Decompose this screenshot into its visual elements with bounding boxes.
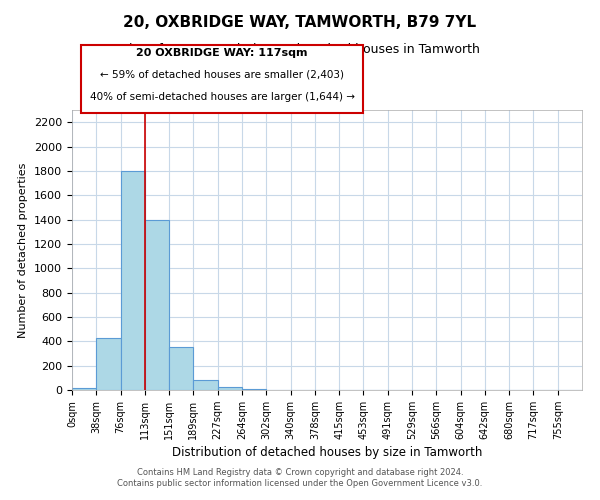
- Bar: [193, 380, 218, 390]
- Text: Size of property relative to detached houses in Tamworth: Size of property relative to detached ho…: [121, 42, 479, 56]
- Bar: [169, 348, 193, 390]
- Text: 20, OXBRIDGE WAY, TAMWORTH, B79 7YL: 20, OXBRIDGE WAY, TAMWORTH, B79 7YL: [124, 15, 476, 30]
- Text: ← 59% of detached houses are smaller (2,403): ← 59% of detached houses are smaller (2,…: [100, 70, 344, 80]
- Text: Contains HM Land Registry data © Crown copyright and database right 2024.
Contai: Contains HM Land Registry data © Crown c…: [118, 468, 482, 487]
- Y-axis label: Number of detached properties: Number of detached properties: [19, 162, 28, 338]
- X-axis label: Distribution of detached houses by size in Tamworth: Distribution of detached houses by size …: [172, 446, 482, 459]
- Bar: [96, 338, 121, 390]
- Bar: [145, 220, 169, 390]
- Bar: [218, 387, 242, 390]
- Bar: [72, 388, 96, 390]
- Bar: [121, 171, 145, 390]
- Text: 20 OXBRIDGE WAY: 117sqm: 20 OXBRIDGE WAY: 117sqm: [136, 48, 308, 58]
- Text: 40% of semi-detached houses are larger (1,644) →: 40% of semi-detached houses are larger (…: [89, 92, 355, 102]
